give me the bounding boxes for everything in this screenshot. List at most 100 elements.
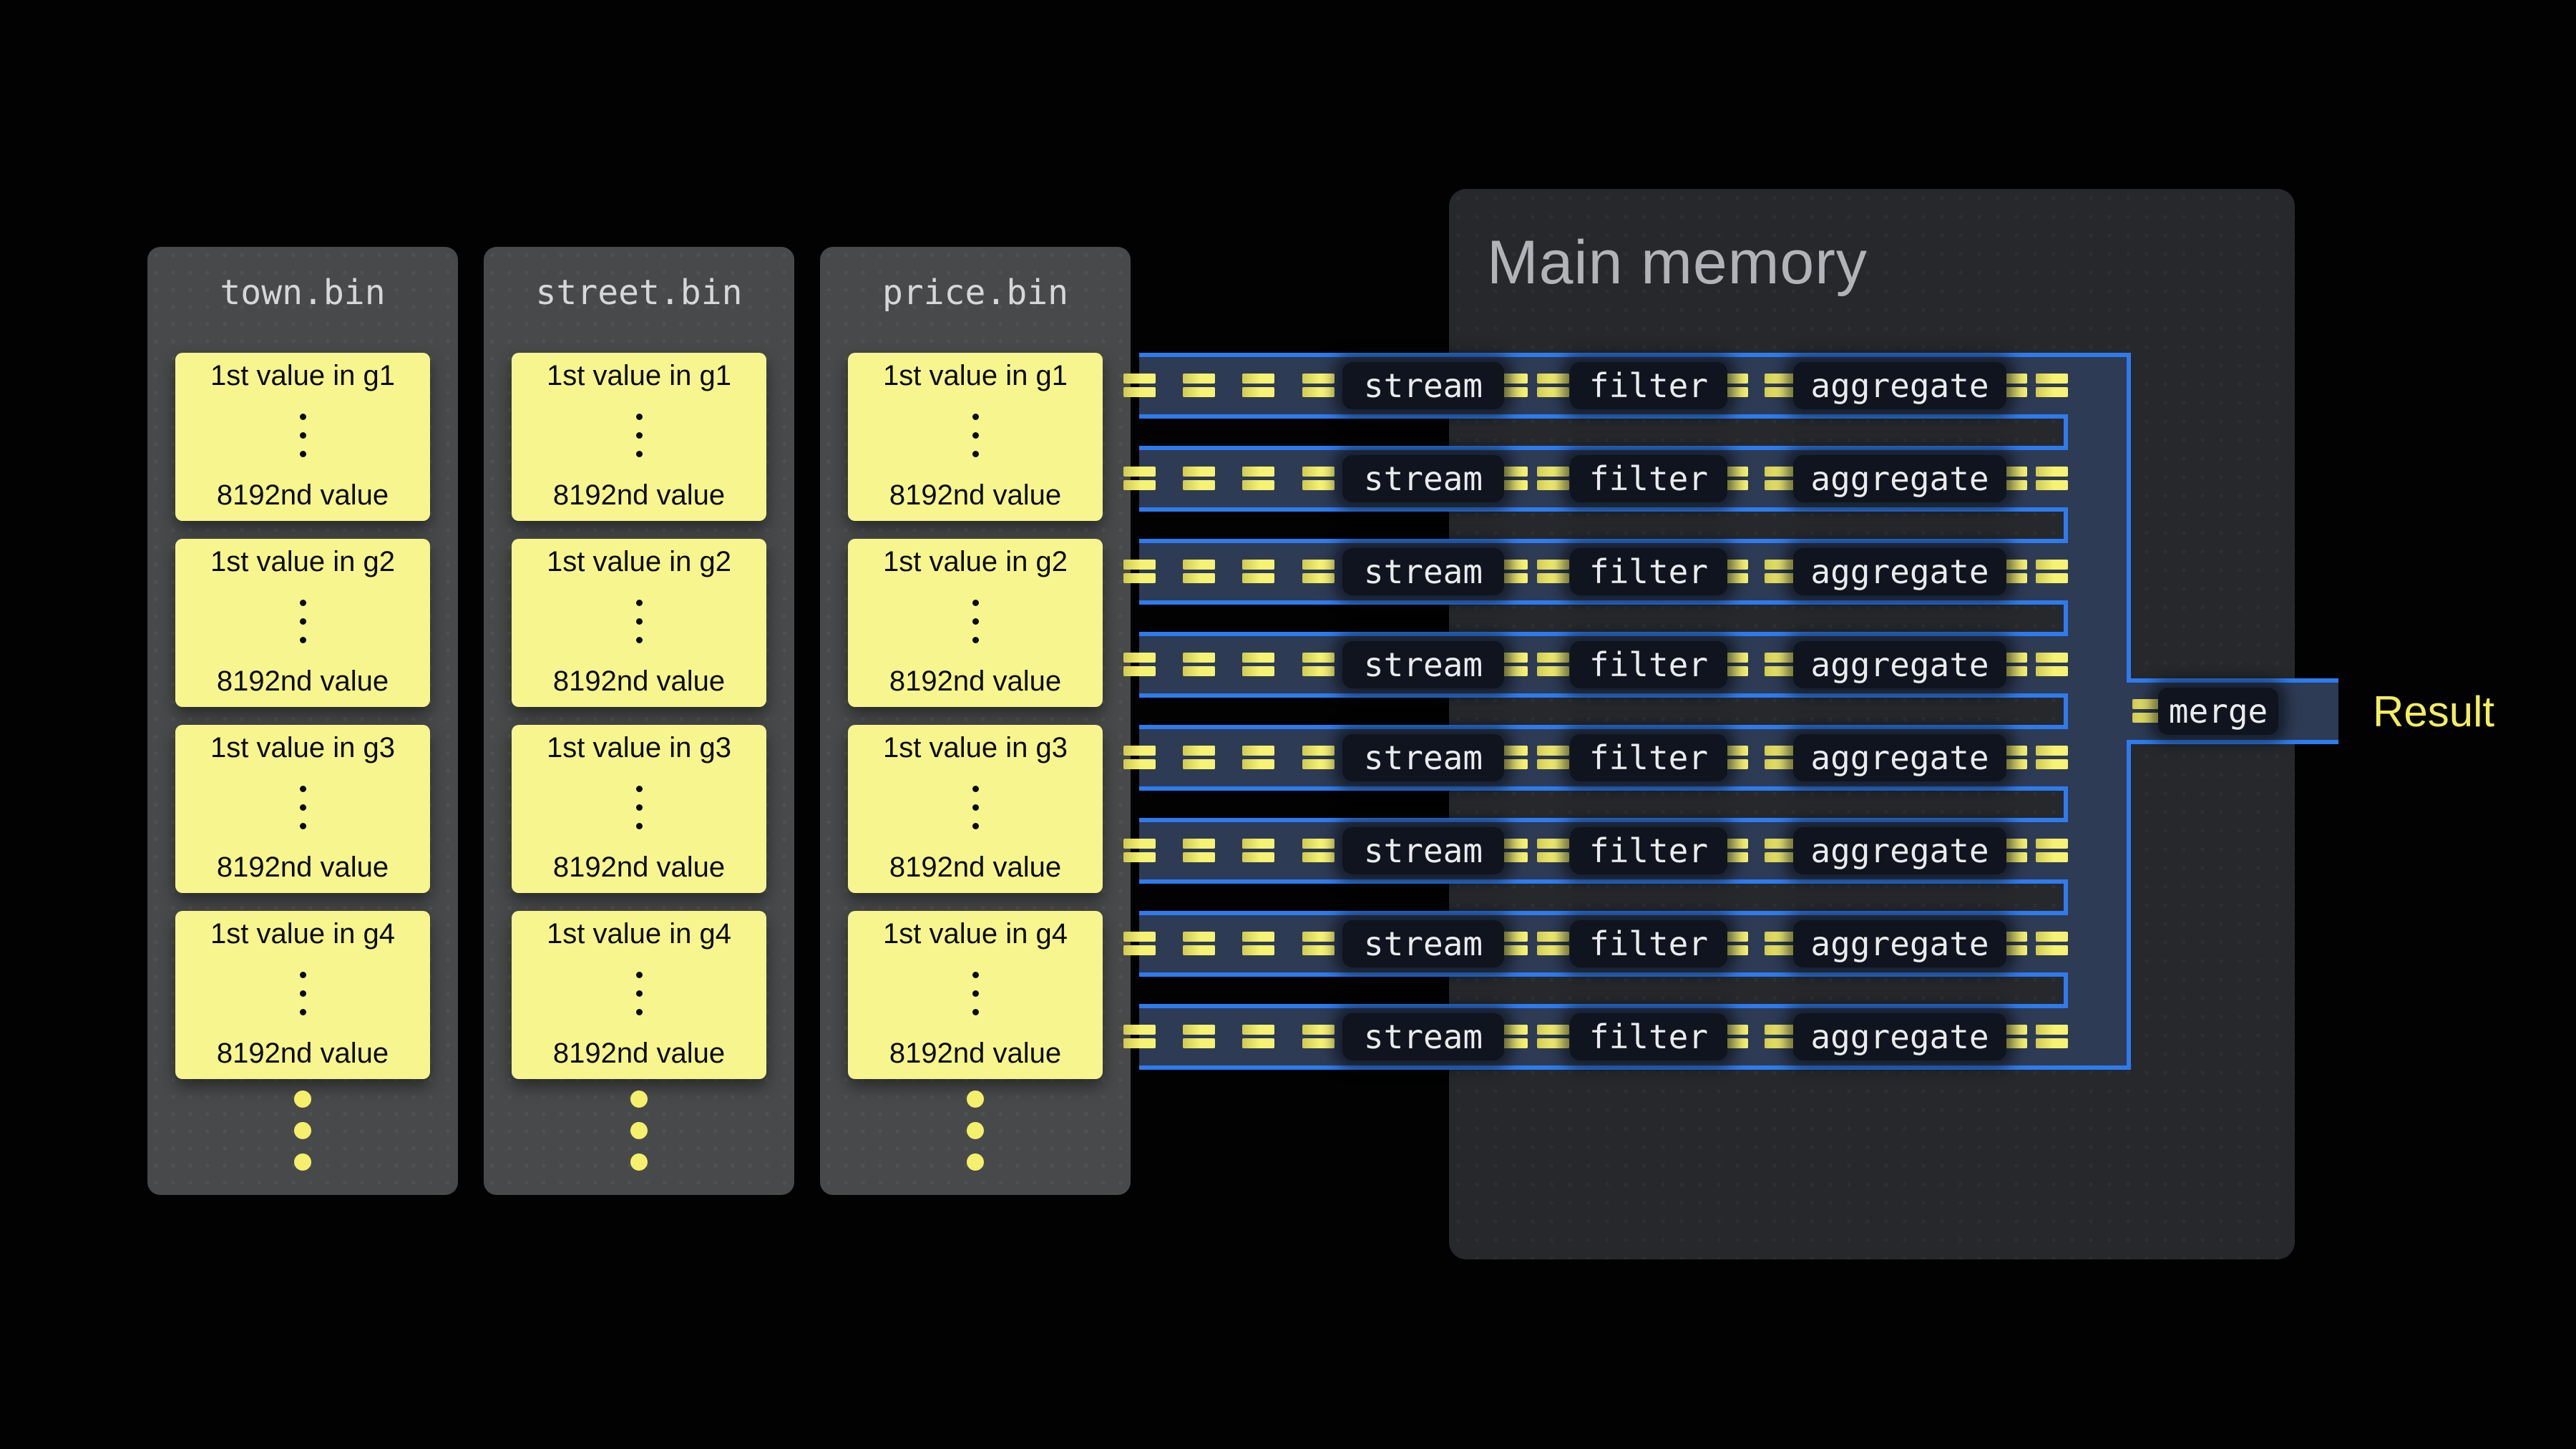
data-flow-marks [1242, 746, 1274, 769]
ellipsis-dot [299, 451, 306, 457]
ellipsis-dot [635, 414, 643, 420]
aggregate-box: aggregate [1793, 455, 2006, 502]
stream-box: stream [1342, 641, 1504, 688]
data-flow-marks [1302, 1025, 1335, 1048]
group-box-g2: 1st value in g2 8192nd value [848, 539, 1103, 707]
ellipsis-dot [967, 1122, 984, 1139]
data-flow-marks [1302, 746, 1335, 769]
merge-pipe: merge [2127, 678, 2338, 744]
values-ellipsis [299, 972, 306, 1015]
ellipsis-dot [294, 1122, 311, 1139]
data-flow-marks [1302, 374, 1335, 397]
data-flow-marks [1765, 467, 1797, 490]
data-flow-marks [2036, 839, 2068, 862]
data-flow-marks [1183, 467, 1215, 490]
aggregate-box: aggregate [1793, 827, 2006, 874]
ellipsis-dot [630, 1122, 648, 1139]
cutout-end-cap [2064, 414, 2068, 450]
ellipsis-dot [299, 637, 306, 643]
group-first-value-label: 1st value in g4 [547, 918, 731, 950]
result-label: Result [2373, 688, 2495, 736]
ellipsis-dot [635, 823, 643, 829]
aggregate-box: aggregate [1793, 734, 2006, 781]
values-ellipsis [972, 972, 979, 1015]
group-last-value-label: 8192nd value [216, 665, 389, 697]
group-box-g1: 1st value in g1 8192nd value [175, 353, 430, 521]
ellipsis-dot [972, 804, 979, 811]
data-flow-marks [1183, 560, 1215, 583]
group-last-value-label: 8192nd value [216, 479, 389, 511]
group-last-value-label: 8192nd value [216, 852, 389, 883]
data-flow-marks [1765, 932, 1797, 955]
values-ellipsis [635, 972, 643, 1015]
more-groups-ellipsis [820, 1091, 1131, 1171]
data-flow-marks [1123, 1025, 1156, 1048]
data-flow-marks [1537, 560, 1569, 583]
pipeline-row-4: stream filter aggregate [1123, 632, 2068, 698]
group-last-value-label: 8192nd value [889, 852, 1062, 883]
pipeline-row-3: stream filter aggregate [1123, 539, 2068, 605]
data-flow-marks [1765, 1025, 1797, 1048]
data-flow-marks [1242, 560, 1274, 583]
ellipsis-dot [299, 432, 306, 439]
data-flow-marks [2036, 653, 2068, 676]
data-flow-marks [1242, 467, 1274, 490]
group-box-g1: 1st value in g1 8192nd value [512, 353, 766, 521]
file-column-street: street.bin 1st value in g1 8192nd value 1s… [484, 247, 794, 1195]
values-ellipsis [299, 414, 306, 457]
filter-box: filter [1570, 827, 1727, 874]
ellipsis-dot [299, 823, 306, 829]
stream-box: stream [1342, 1013, 1504, 1060]
data-flow-marks [1242, 932, 1274, 955]
aggregate-box: aggregate [1793, 548, 2006, 595]
group-box-g4: 1st value in g4 8192nd value [848, 911, 1103, 1079]
stream-box: stream [1342, 734, 1504, 781]
cutout-end-cap [2064, 507, 2068, 543]
data-flow-marks [1242, 374, 1274, 397]
ellipsis-dot [972, 972, 979, 978]
data-flow-marks [2132, 699, 2165, 723]
ellipsis-dot [299, 786, 306, 792]
ellipsis-dot [635, 637, 643, 643]
data-flow-marks [1765, 560, 1797, 583]
data-flow-marks [1537, 932, 1569, 955]
ellipsis-dot [972, 414, 979, 420]
filter-box: filter [1570, 1013, 1727, 1060]
pipeline-row-8: stream filter aggregate [1123, 1004, 2068, 1070]
group-box-g2: 1st value in g2 8192nd value [512, 539, 766, 707]
stream-box: stream [1342, 548, 1504, 595]
values-ellipsis [635, 786, 643, 829]
data-flow-marks [1123, 560, 1156, 583]
data-flow-marks [1537, 467, 1569, 490]
data-flow-marks [1302, 839, 1335, 862]
data-flow-marks [1123, 653, 1156, 676]
values-ellipsis [299, 786, 306, 829]
data-flow-marks [2036, 1025, 2068, 1048]
ellipsis-dot [635, 451, 643, 457]
ellipsis-dot [972, 618, 979, 625]
ellipsis-dot [299, 990, 306, 997]
group-first-value-label: 1st value in g2 [883, 546, 1068, 577]
data-flow-marks [1765, 374, 1797, 397]
file-name: price.bin [882, 273, 1069, 313]
filter-box: filter [1570, 641, 1727, 688]
group-last-value-label: 8192nd value [552, 479, 726, 511]
values-ellipsis [972, 786, 979, 829]
data-flow-marks [1302, 932, 1335, 955]
data-flow-marks [1765, 653, 1797, 676]
ellipsis-dot [972, 823, 979, 829]
stream-box: stream [1342, 827, 1504, 874]
data-flow-marks [1242, 653, 1274, 676]
ellipsis-dot [299, 414, 306, 420]
data-flow-marks [1302, 560, 1335, 583]
ellipsis-dot [294, 1091, 311, 1108]
data-flow-marks [2036, 932, 2068, 955]
filter-box: filter [1570, 548, 1727, 595]
cutout-end-cap [2064, 600, 2068, 636]
ellipsis-dot [972, 432, 979, 439]
ellipsis-dot [972, 786, 979, 792]
data-flow-marks [1123, 746, 1156, 769]
pipeline-row-2: stream filter aggregate [1123, 446, 2068, 512]
pipeline-row-7: stream filter aggregate [1123, 911, 2068, 977]
